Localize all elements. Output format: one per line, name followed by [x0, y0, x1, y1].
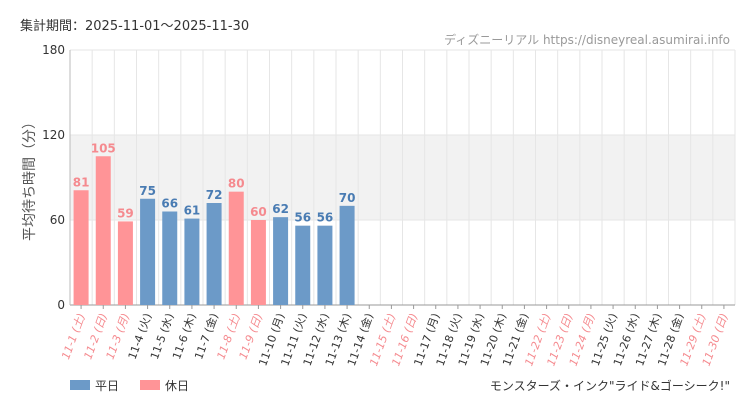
legend-label-holiday: 休日: [165, 379, 189, 393]
bar: [228, 191, 244, 305]
data-label: 56: [294, 211, 311, 225]
bar: [273, 217, 289, 305]
bar: [140, 198, 156, 305]
data-label: 75: [139, 184, 156, 198]
bar: [184, 218, 200, 305]
data-label: 81: [73, 175, 90, 189]
attraction-name: モンスターズ・インク"ライド&ゴーシーク!": [490, 378, 730, 393]
data-label: 70: [339, 191, 356, 205]
bar: [73, 190, 89, 305]
data-label: 66: [161, 197, 178, 211]
y-tick-label: 180: [42, 43, 65, 57]
data-label: 60: [250, 205, 267, 219]
bar: [250, 220, 266, 305]
y-tick-label: 0: [57, 298, 65, 312]
bar: [317, 225, 333, 305]
bar: [95, 156, 111, 305]
source-credit: ディズニーリアル https://disneyreal.asumirai.inf…: [444, 32, 730, 47]
period-label: 集計期間：2025-11-01～2025-11-30: [20, 18, 249, 34]
y-tick-label: 60: [50, 213, 65, 227]
y-axis-label: 平均待ち時間（分）: [22, 115, 38, 241]
bar: [206, 203, 222, 305]
data-label: 56: [317, 211, 334, 225]
legend: 平日 休日: [70, 379, 189, 393]
legend-swatch-weekday: [70, 380, 90, 390]
legend-swatch-holiday: [140, 380, 160, 390]
legend-label-weekday: 平日: [95, 379, 119, 393]
bar: [339, 205, 355, 305]
bar: [162, 211, 178, 305]
data-label: 105: [91, 141, 116, 155]
data-label: 62: [272, 202, 289, 216]
data-label: 72: [206, 188, 223, 202]
y-tick-label: 120: [42, 128, 65, 142]
data-label: 59: [117, 206, 134, 220]
data-label: 80: [228, 177, 245, 191]
bar: [295, 225, 311, 305]
bar: [117, 221, 133, 305]
data-label: 61: [184, 204, 201, 218]
